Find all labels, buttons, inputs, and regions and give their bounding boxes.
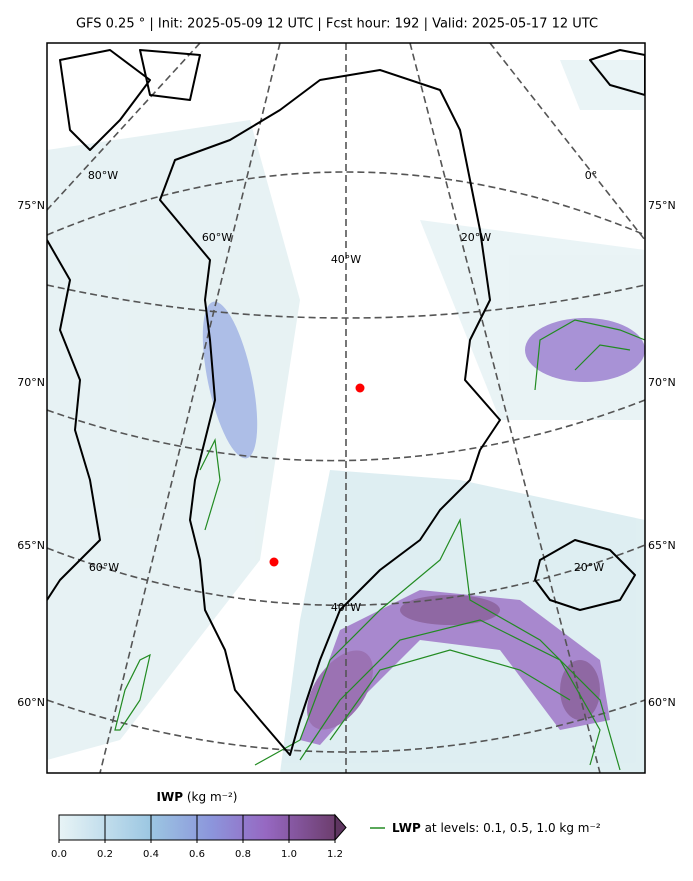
colorbar-tick-label: 0.0 [51,849,67,860]
map-frame [46,42,646,774]
colorbar-tick-label: 0.4 [143,849,159,860]
map-area [47,43,645,773]
svalbard-coast [589,49,645,96]
colorbar-tick-label: 0.6 [189,849,205,860]
title: GFS 0.25 ° | Init: 2025-05-09 12 UTC | F… [76,17,598,32]
colorbar-tick-label: 0.2 [97,849,113,860]
lat-label: 70°N [648,376,676,389]
lon-label: 80°W [88,169,118,182]
colorbar-extension [334,813,347,842]
iwp-shading [47,60,645,773]
greenland-coast [159,69,501,756]
lat-label: 70°N [17,376,45,389]
iceland-coast [534,539,636,611]
colorbar-tick-label: 1.0 [281,849,297,860]
lon-label: 0° [585,169,598,182]
graticule [47,43,645,773]
colorbar-label: IWP [157,790,184,804]
graticule-labels: 75°N 70°N 65°N 60°N 75°N 70°N 65°N 60°N 80°W 0° 60… [17,169,675,709]
lon-label: 40°W [331,253,361,266]
colorbar-unit: (kg m⁻²) [187,790,238,804]
lat-label: 75°N [17,199,45,212]
lat-label: 65°N [648,539,676,552]
marker [355,383,365,393]
colorbar-tick-label: 1.2 [327,849,343,860]
lat-label: 65°N [17,539,45,552]
lon-label: 60°W [202,231,232,244]
lwp-contours [114,319,645,771]
colorbar-tick-label: 0.8 [235,849,251,860]
lon-label: 60°W [89,561,119,574]
lon-label: 20°W [574,561,604,574]
legend-label: LWP [392,821,421,835]
colorbar-title: IWP (kg m⁻²) [157,790,238,804]
canada-islands [59,49,201,151]
legend-text: LWP at levels: 0.1, 0.5, 1.0 kg m⁻² [392,821,601,835]
colorbar: 0.0 0.2 0.4 0.6 0.8 1.0 1.2 [51,813,347,860]
lat-label: 60°N [648,696,676,709]
lon-label: 40°W [331,601,361,614]
lon-label: 20°W [461,231,491,244]
legend-desc: at levels: 0.1, 0.5, 1.0 kg m⁻² [425,821,601,835]
canada-coast [47,239,101,601]
lat-label: 75°N [648,199,676,212]
lat-label: 60°N [17,696,45,709]
marker [269,557,279,567]
